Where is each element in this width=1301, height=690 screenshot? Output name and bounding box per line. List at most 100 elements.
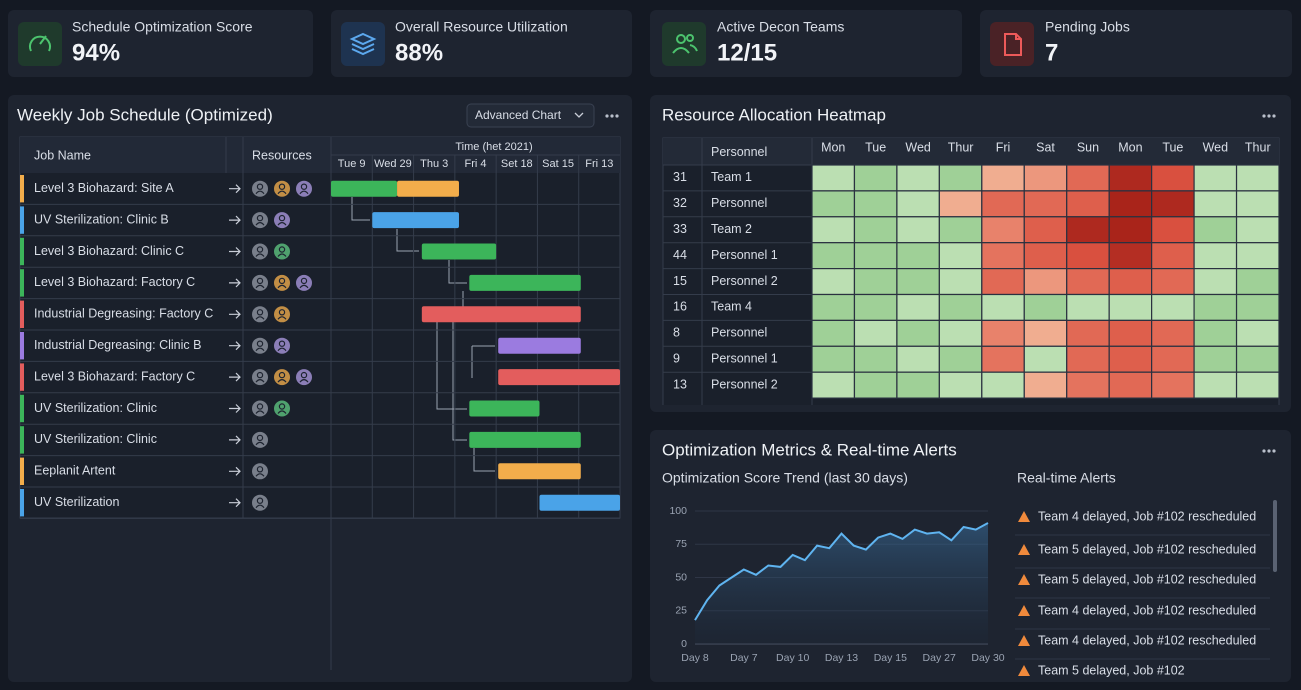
job-color-stripe bbox=[20, 457, 24, 485]
row-id: 13 bbox=[673, 377, 687, 391]
row-name: Team 4 bbox=[711, 300, 752, 314]
resource-avatar-body bbox=[255, 253, 265, 257]
row-name: Personnel 2 bbox=[711, 274, 778, 288]
row-name: Personnel bbox=[711, 326, 767, 340]
more-menu[interactable] bbox=[605, 114, 619, 118]
arrow-icon bbox=[229, 278, 241, 288]
heat-cell bbox=[1193, 164, 1238, 192]
day-label: Tue bbox=[865, 140, 886, 154]
heat-cell bbox=[1151, 268, 1195, 296]
kpi-card bbox=[8, 10, 313, 77]
day-label: Tue bbox=[1162, 140, 1183, 154]
gantt-bar bbox=[539, 494, 620, 511]
heat-cell bbox=[811, 319, 856, 347]
panel-title: Optimization Metrics & Real-time Alerts bbox=[662, 440, 957, 459]
heat-cell bbox=[981, 293, 1025, 321]
more-menu[interactable] bbox=[1262, 114, 1276, 118]
day-label: Thur bbox=[948, 140, 974, 154]
heat-cell bbox=[896, 190, 940, 218]
resource-avatar-body bbox=[255, 284, 265, 289]
gantt-bar bbox=[498, 337, 581, 354]
job-name: Industrial Degreasing: Clinic B bbox=[34, 338, 201, 352]
heat-cell bbox=[1235, 371, 1280, 399]
heat-cell bbox=[1108, 371, 1153, 399]
file-icon bbox=[1004, 33, 1022, 56]
scrollbar bbox=[1273, 500, 1277, 572]
heat-cell bbox=[1023, 190, 1068, 218]
resource-avatar-body bbox=[255, 379, 265, 383]
heat-cell bbox=[1193, 242, 1238, 270]
heat-cell bbox=[1151, 216, 1195, 244]
job-name: UV Sterilization: Clinic bbox=[34, 401, 157, 415]
kpi-label: Overall Resource Utilization bbox=[395, 19, 568, 35]
heat-cell bbox=[1066, 371, 1110, 399]
heatmap-header bbox=[663, 138, 1279, 165]
heat-cell bbox=[1108, 268, 1153, 296]
resource-avatar-body bbox=[277, 379, 287, 383]
arrow-icon bbox=[229, 341, 241, 351]
dropdown-caret bbox=[574, 112, 584, 118]
heat-cell bbox=[938, 216, 983, 244]
job-color-stripe bbox=[20, 426, 24, 454]
day-label: Thur bbox=[1245, 140, 1271, 154]
gantt-bar bbox=[331, 180, 398, 197]
kpi-value: 94% bbox=[72, 39, 120, 66]
x-tick-label: Day 10 bbox=[776, 652, 809, 664]
resource-avatar-body bbox=[255, 473, 265, 477]
resource-avatar-body bbox=[255, 441, 265, 446]
heat-cell bbox=[1066, 164, 1110, 192]
job-name: UV Sterilization: Clinic B bbox=[34, 212, 169, 226]
heat-cell bbox=[1235, 345, 1280, 373]
heat-cell bbox=[1235, 242, 1280, 270]
heat-cell bbox=[1023, 293, 1068, 321]
heat-cell bbox=[811, 242, 856, 270]
resource-avatar-head bbox=[256, 434, 264, 442]
heat-cell bbox=[1235, 293, 1280, 321]
heat-cell bbox=[1023, 345, 1068, 373]
heat-cell bbox=[1023, 319, 1068, 347]
resource-avatar-head bbox=[278, 183, 286, 190]
heat-cell bbox=[811, 268, 856, 296]
heat-cell bbox=[1151, 293, 1195, 321]
row-name: Team 2 bbox=[711, 222, 752, 236]
heat-cell bbox=[1235, 190, 1280, 218]
day-label: Set 18 bbox=[501, 158, 533, 170]
heat-cell bbox=[938, 371, 983, 399]
warning-icon bbox=[1018, 665, 1030, 676]
advanced-chart-button[interactable] bbox=[466, 103, 595, 128]
arrow-icon bbox=[229, 184, 241, 194]
heat-cell bbox=[811, 164, 856, 192]
heat-cell bbox=[896, 293, 940, 321]
job-color-stripe bbox=[20, 363, 24, 391]
resource-avatar-head bbox=[278, 277, 286, 285]
heat-cell bbox=[811, 293, 856, 321]
row-name: Personnel bbox=[711, 196, 767, 210]
arrow-icon bbox=[229, 435, 241, 445]
resource-avatar-head bbox=[278, 246, 286, 253]
heat-cell bbox=[853, 164, 898, 192]
heat-cell bbox=[1066, 190, 1110, 218]
heat-cell bbox=[896, 242, 940, 270]
row-id: 44 bbox=[673, 248, 687, 262]
day-label: Fri 13 bbox=[585, 158, 613, 170]
heat-cell bbox=[938, 268, 983, 296]
alert-text: Team 4 delayed, Job #102 rescheduled bbox=[1038, 633, 1256, 647]
resource-avatar-body bbox=[277, 316, 287, 320]
resource-avatar-head bbox=[300, 371, 308, 379]
more-menu[interactable] bbox=[1262, 449, 1276, 453]
gantt-bar bbox=[469, 431, 581, 448]
gauge-icon bbox=[29, 35, 51, 52]
job-color-stripe bbox=[20, 269, 24, 297]
gantt-bar bbox=[498, 369, 620, 386]
heat-cell bbox=[1235, 164, 1280, 192]
heat-cell bbox=[853, 216, 898, 244]
heat-cell bbox=[938, 293, 983, 321]
row-id: 9 bbox=[673, 352, 680, 366]
resource-avatar-head bbox=[256, 497, 264, 504]
x-tick-label: Day 15 bbox=[874, 652, 907, 664]
gantt-bar bbox=[372, 212, 459, 229]
row-id: 8 bbox=[673, 326, 680, 340]
heat-cell bbox=[1066, 345, 1110, 373]
y-tick-label: 50 bbox=[675, 571, 687, 583]
kpi-cards bbox=[8, 10, 1292, 77]
